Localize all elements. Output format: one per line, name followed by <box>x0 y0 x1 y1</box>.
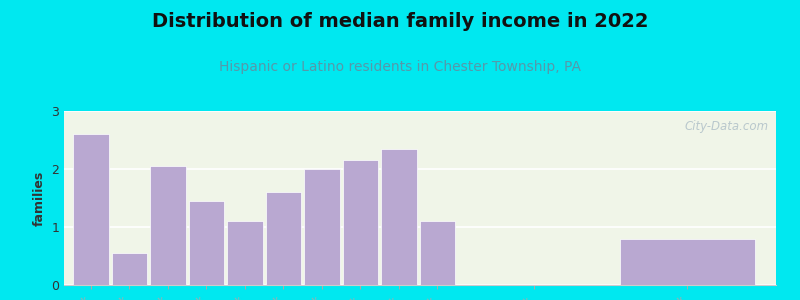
Bar <box>381 149 417 285</box>
Bar <box>150 166 186 285</box>
Text: Distribution of median family income in 2022: Distribution of median family income in … <box>152 12 648 31</box>
Bar <box>304 169 339 285</box>
Bar <box>74 134 109 285</box>
Bar <box>420 221 455 285</box>
Bar <box>266 192 301 285</box>
Bar <box>342 160 378 285</box>
Text: Hispanic or Latino residents in Chester Township, PA: Hispanic or Latino residents in Chester … <box>219 60 581 74</box>
Bar <box>189 201 224 285</box>
Y-axis label: families: families <box>33 170 46 226</box>
Bar <box>620 238 755 285</box>
Text: City-Data.com: City-Data.com <box>685 120 769 133</box>
Bar <box>227 221 262 285</box>
Bar <box>112 253 147 285</box>
